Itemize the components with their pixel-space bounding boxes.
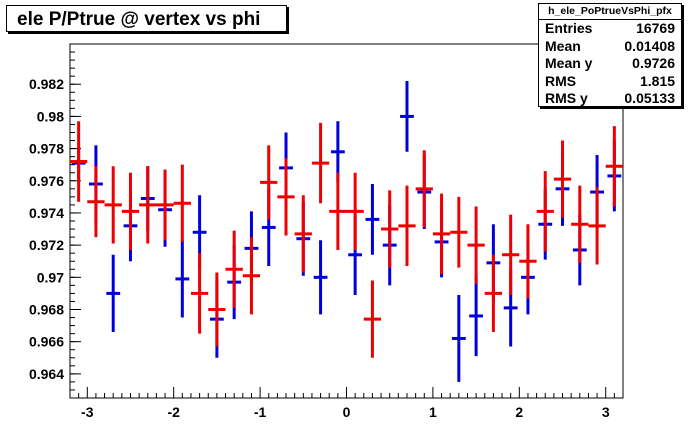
y-tick-label: 0.972 bbox=[29, 237, 64, 253]
stats-row-entries: Entries 16769 bbox=[539, 20, 681, 38]
stats-value: 1.815 bbox=[639, 72, 675, 89]
x-tick-label: 2 bbox=[515, 404, 523, 420]
y-tick-label: 0.968 bbox=[29, 302, 64, 318]
stats-box: h_ele_PoPtrueVsPhi_pfx Entries 16769 Mea… bbox=[538, 3, 682, 107]
stats-row-mean: Mean 0.01408 bbox=[539, 38, 681, 56]
stats-label: RMS bbox=[545, 72, 577, 89]
stats-value: 16769 bbox=[636, 20, 675, 36]
y-tick-label: 0.966 bbox=[29, 334, 64, 350]
y-tick-label: 0.978 bbox=[29, 141, 64, 157]
y-tick-label: 0.98 bbox=[37, 108, 64, 124]
stats-histogram-name: h_ele_PoPtrueVsPhi_pfx bbox=[539, 4, 681, 20]
stats-value: 0.01408 bbox=[624, 37, 675, 54]
plot-title: ele P/Ptrue @ vertex vs phi bbox=[6, 5, 287, 32]
stats-label: RMS y bbox=[545, 90, 588, 106]
stats-value: 0.05133 bbox=[624, 90, 675, 106]
x-tick-label: 1 bbox=[429, 404, 437, 420]
y-tick-label: 0.964 bbox=[29, 366, 64, 382]
stats-label: Entries bbox=[545, 20, 593, 36]
stats-row-mean-y: Mean y 0.9726 bbox=[539, 55, 681, 73]
y-tick-label: 0.974 bbox=[29, 205, 64, 221]
stats-row-rms-y: RMS y 0.05133 bbox=[539, 90, 681, 108]
x-tick-label: -2 bbox=[167, 404, 180, 420]
y-tick-label: 0.97 bbox=[37, 269, 64, 285]
x-tick-label: -1 bbox=[254, 404, 267, 420]
y-tick-label: 0.976 bbox=[29, 173, 64, 189]
stats-value: 0.9726 bbox=[632, 55, 675, 71]
x-tick-label: 0 bbox=[343, 404, 351, 420]
x-tick-label: 3 bbox=[602, 404, 610, 420]
stats-label: Mean bbox=[545, 37, 581, 54]
stats-row-rms: RMS 1.815 bbox=[539, 73, 681, 91]
x-tick-label: -3 bbox=[81, 404, 94, 420]
y-tick-label: 0.982 bbox=[29, 76, 64, 92]
stats-label: Mean y bbox=[545, 55, 593, 71]
